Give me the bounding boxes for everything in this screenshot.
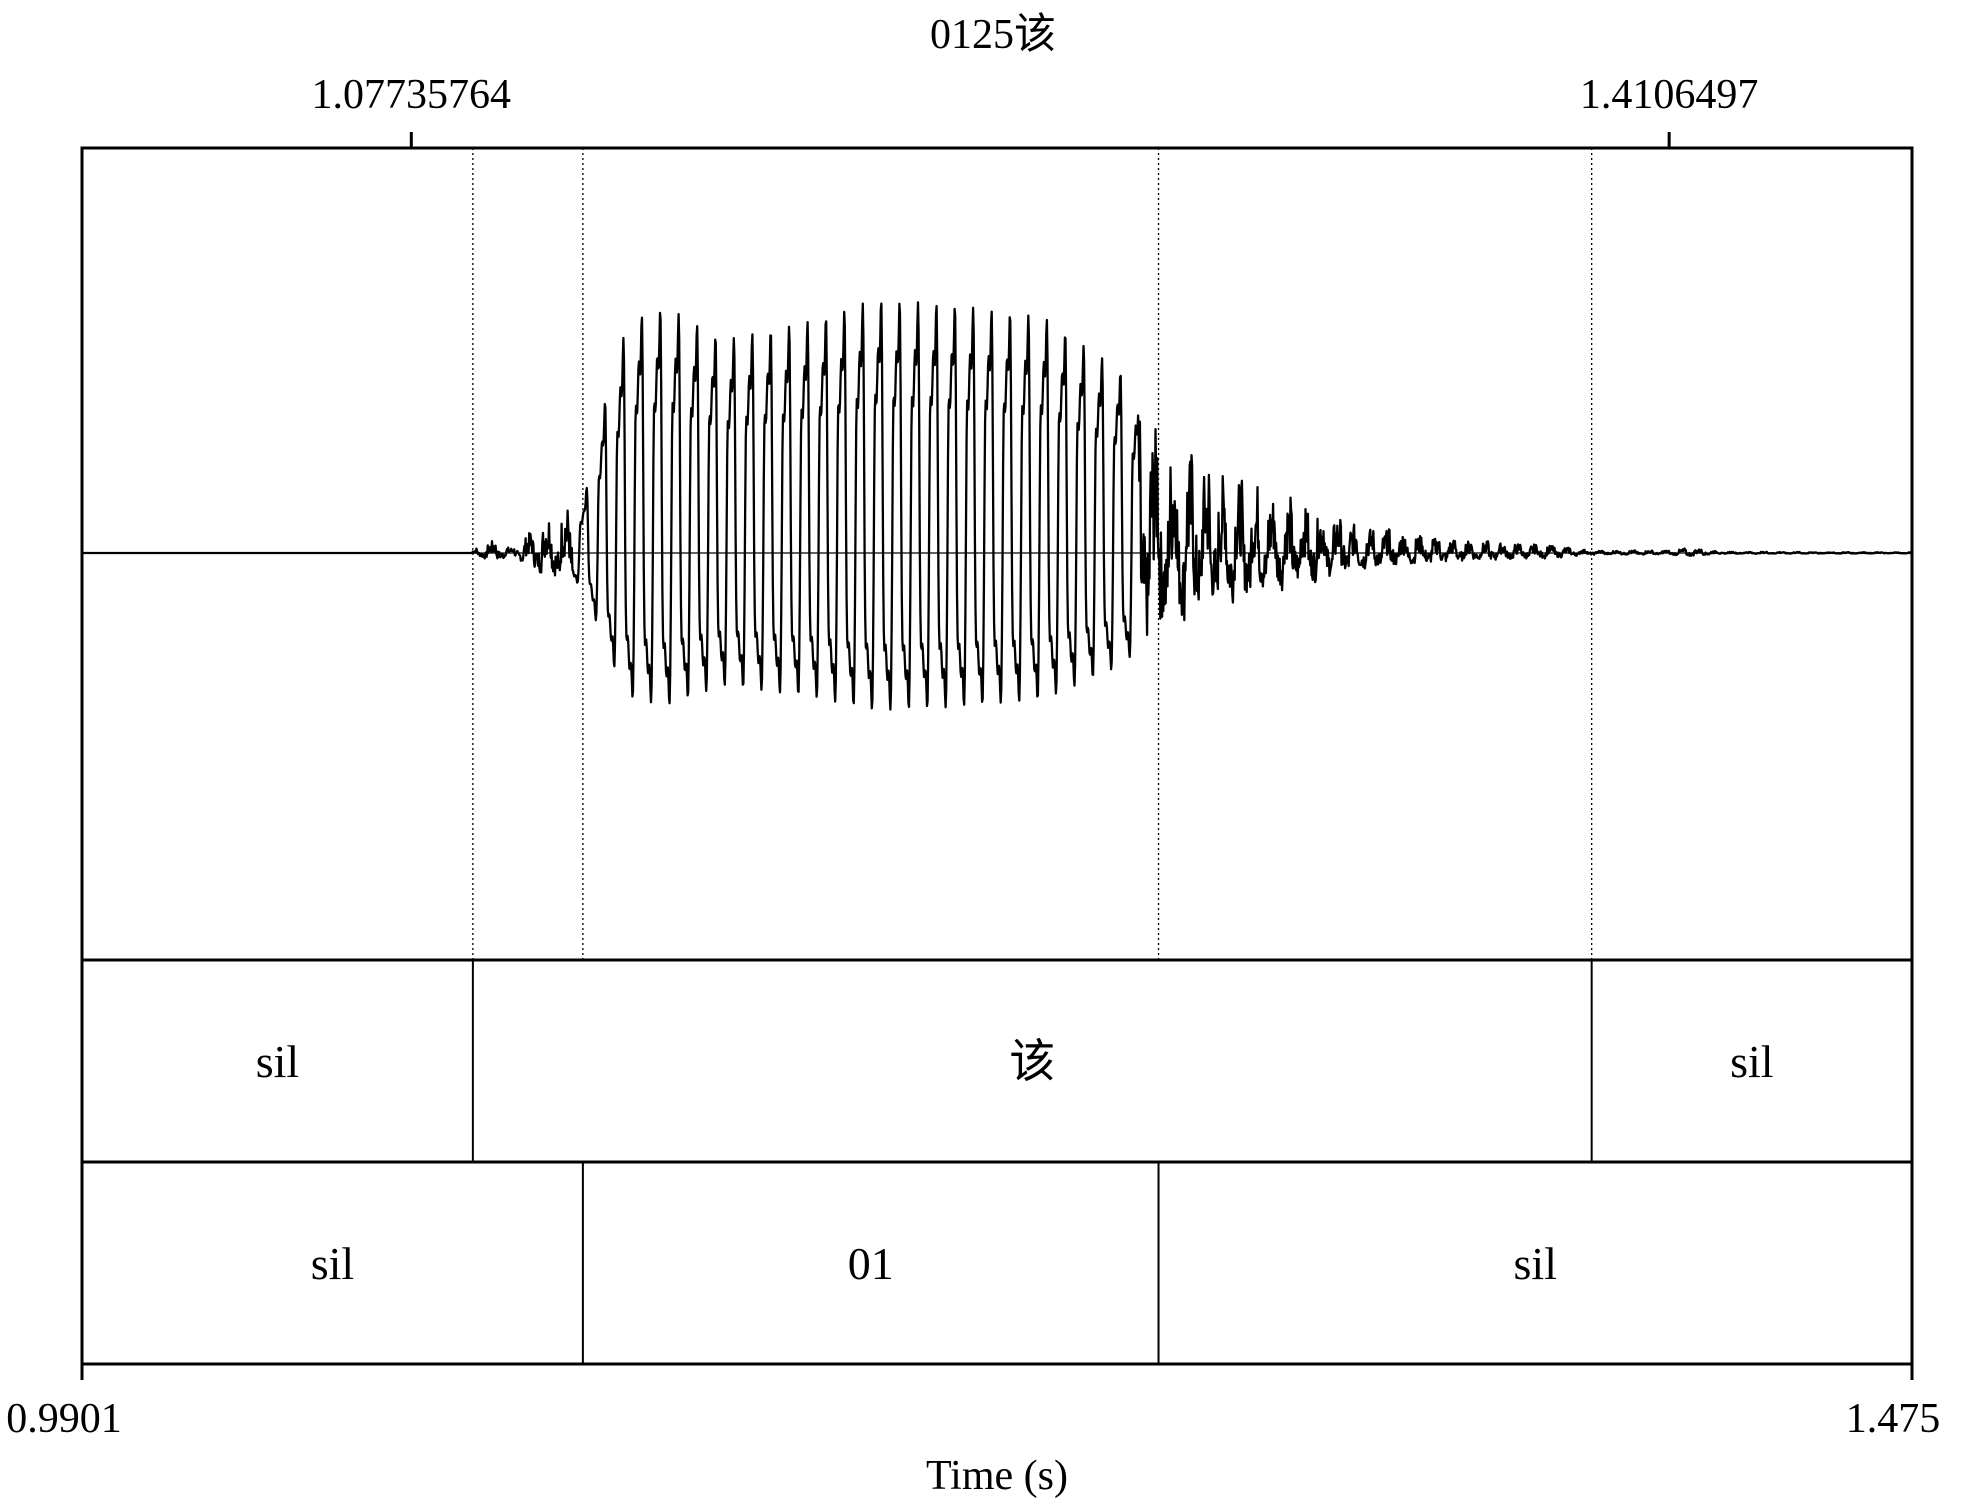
tier-1-label-2: sil [1730,1036,1773,1087]
tier-2-label-0: sil [311,1238,354,1289]
tier-2-label-1: 01 [848,1238,894,1289]
waveform-series [82,301,1913,711]
tiers: sil 该 sil sil 01 sil [256,960,1774,1364]
tier-2-label-2: sil [1514,1238,1557,1289]
top-marker-label-1: 1.4106497 [1580,72,1759,118]
tier-1-label-1: 该 [1009,1036,1055,1087]
tier-2 [80,1160,1914,1366]
tier-1-label-0: sil [256,1036,299,1087]
top-markers: 1.07735764 1.4106497 [312,72,1759,148]
top-marker-label-0: 1.07735764 [312,72,512,118]
x-axis-label: Time (s) [926,1453,1068,1499]
tier-1 [80,958,1914,1164]
chart-title: 0125该 [930,12,1056,58]
x-axis-max-label: 1.475 [1846,1396,1941,1442]
x-axis-min-label: 0.9901 [6,1396,122,1442]
